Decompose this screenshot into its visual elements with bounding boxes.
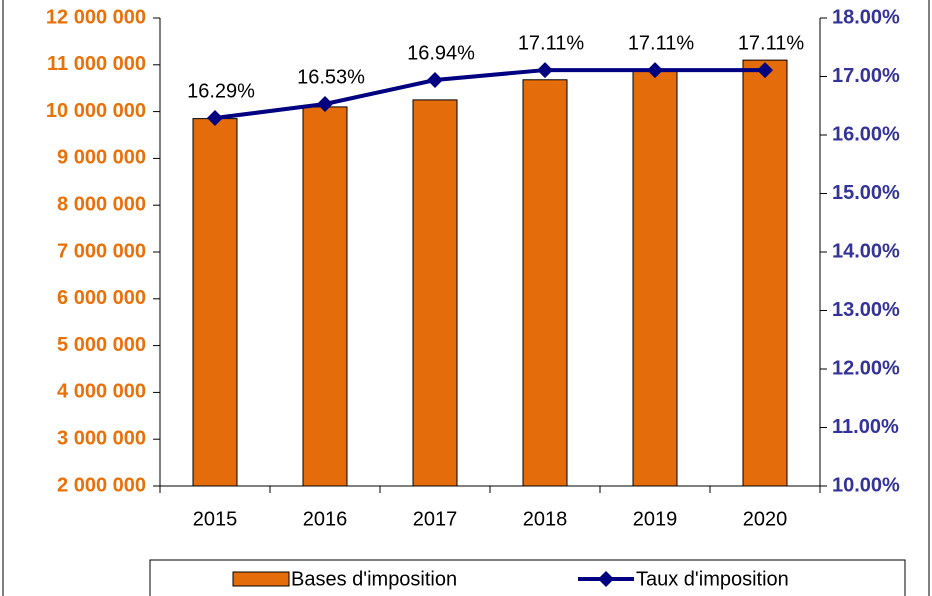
x-tick-label: 2017 xyxy=(413,508,458,530)
x-tick-label: 2016 xyxy=(303,508,348,530)
y-tick-label: 9 000 000 xyxy=(57,147,146,169)
bar xyxy=(412,99,458,487)
y-tick-label: 12 000 000 xyxy=(46,6,146,28)
data-label: 17.11% xyxy=(738,32,805,54)
legend-marker xyxy=(598,571,614,587)
y-tick-label: 11 000 000 xyxy=(47,53,146,75)
bar xyxy=(192,118,238,487)
bar xyxy=(522,79,568,487)
y2-tick-label: 11.00% xyxy=(832,416,899,438)
data-label: 17.11% xyxy=(518,32,585,54)
marker xyxy=(207,110,223,127)
y2-tick-label: 13.00% xyxy=(832,299,900,321)
y2-tick-label: 15.00% xyxy=(832,182,900,204)
marker xyxy=(537,62,553,79)
x-tick-label: 2020 xyxy=(743,508,788,530)
marker xyxy=(317,95,333,112)
y-tick-label: 10 000 000 xyxy=(46,100,146,122)
x-tick-label: 2018 xyxy=(523,508,568,530)
bar xyxy=(742,59,788,487)
y2-tick-label: 10.00% xyxy=(832,474,900,496)
y-tick-label: 6 000 000 xyxy=(57,287,146,309)
y-tick-label: 7 000 000 xyxy=(57,240,146,262)
legend-swatch xyxy=(232,571,290,587)
x-tick-label: 2015 xyxy=(193,508,238,530)
y2-tick-label: 18.00% xyxy=(832,6,900,28)
y2-tick-label: 12.00% xyxy=(832,357,900,379)
line xyxy=(214,68,765,121)
data-label: 16.94% xyxy=(407,42,475,64)
y-tick-label: 8 000 000 xyxy=(57,193,146,215)
bar xyxy=(302,106,348,487)
legend-label: Bases d'imposition xyxy=(291,568,457,590)
y-tick-label: 3 000 000 xyxy=(57,427,146,449)
data-label: 16.29% xyxy=(187,80,255,102)
y2-tick-label: 17.00% xyxy=(832,65,900,87)
y-tick-label: 2 000 000 xyxy=(57,474,146,496)
y2-tick-label: 16.00% xyxy=(832,123,900,145)
x-tick-label: 2019 xyxy=(633,508,678,530)
data-label: 16.53% xyxy=(297,66,365,88)
data-label: 17.11% xyxy=(628,32,695,54)
y2-tick-label: 14.00% xyxy=(832,240,900,262)
y-tick-label: 4 000 000 xyxy=(57,381,146,403)
marker xyxy=(757,62,773,79)
bar xyxy=(632,69,678,487)
marker xyxy=(647,62,663,79)
y-tick-label: 5 000 000 xyxy=(57,334,146,356)
legend-label: Taux d'imposition xyxy=(636,568,789,590)
marker xyxy=(427,72,443,89)
